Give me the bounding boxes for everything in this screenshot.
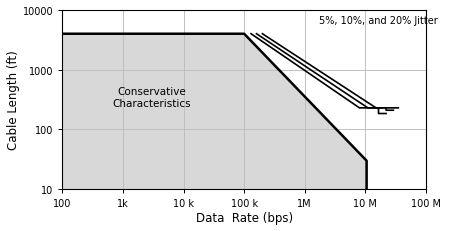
X-axis label: Data  Rate (bps): Data Rate (bps)	[196, 211, 293, 224]
Y-axis label: Cable Length (ft): Cable Length (ft)	[7, 51, 20, 150]
Text: Conservative
Characteristics: Conservative Characteristics	[113, 87, 191, 108]
Polygon shape	[62, 35, 367, 189]
Text: 5%, 10%, and 20% Jitter: 5%, 10%, and 20% Jitter	[319, 16, 437, 26]
